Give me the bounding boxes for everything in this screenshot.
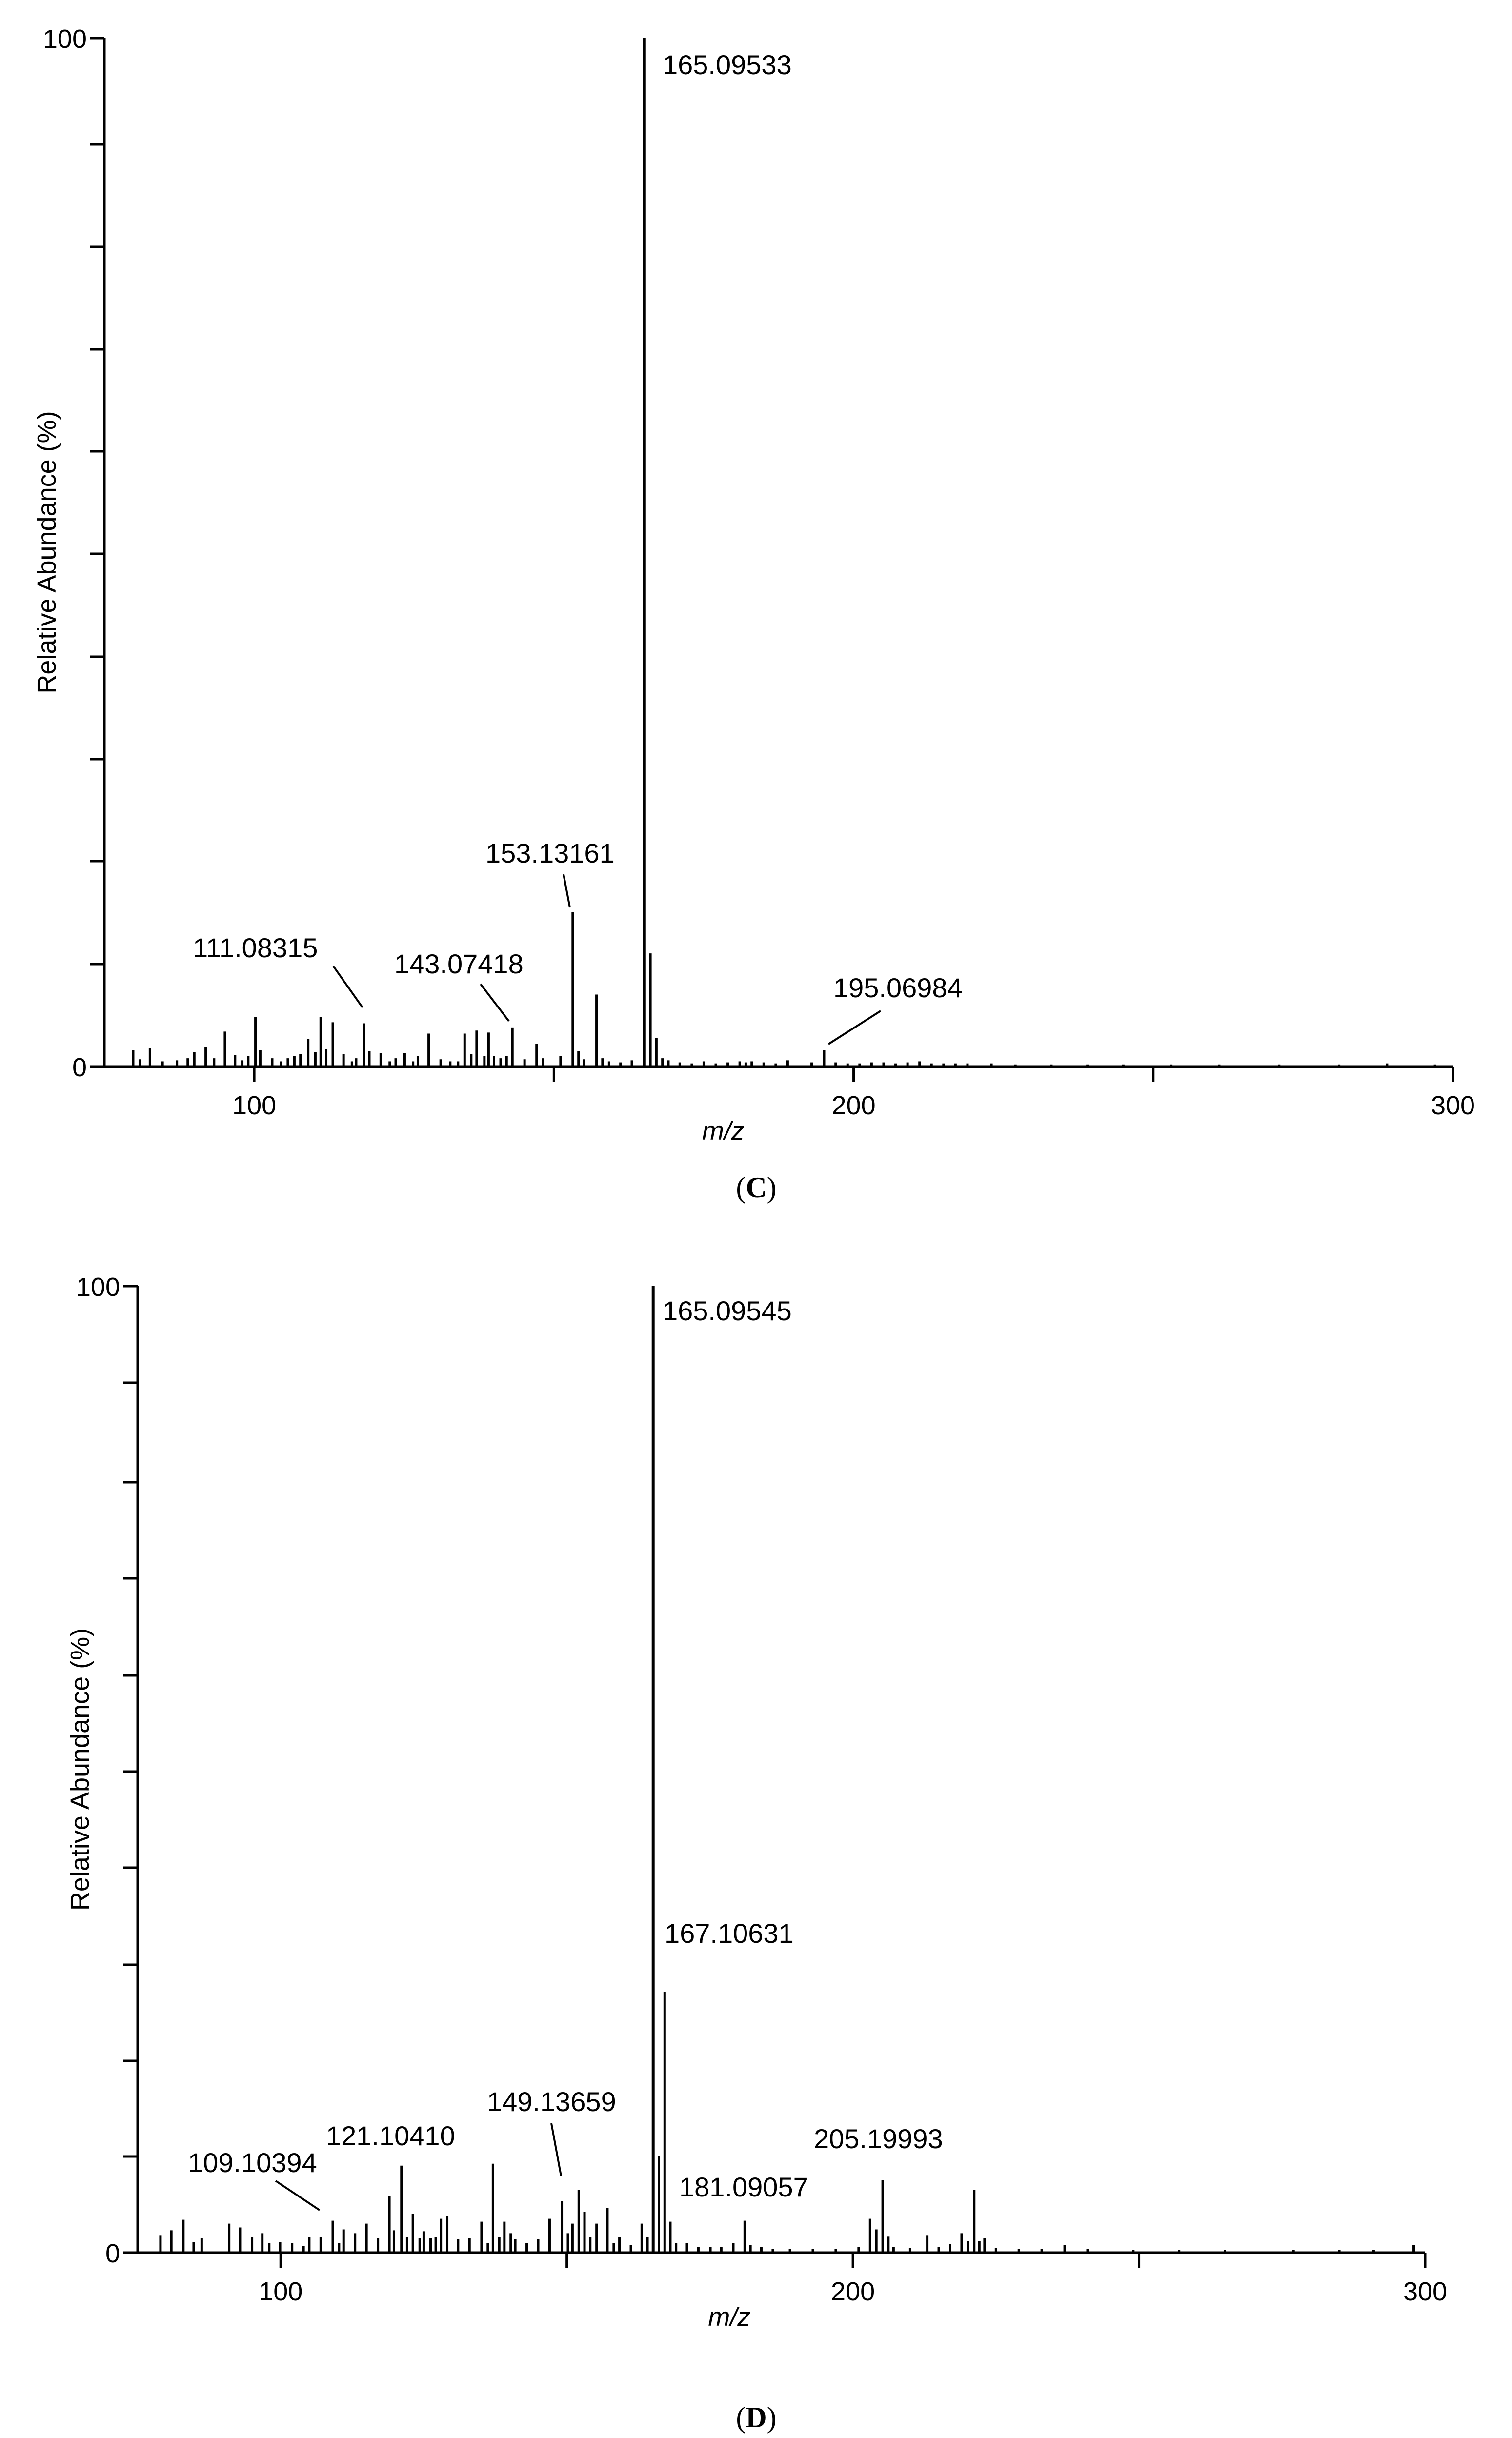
panel-c-x-axis-title: m/z <box>702 1116 745 1146</box>
panel-d-peak-label: 205.19993 <box>814 2123 943 2154</box>
panel-c-peak-label: 111.08315 <box>193 932 318 963</box>
panel-d-peak-label: 181.09057 <box>679 2172 808 2202</box>
panel-d-peak-label: 109.10394 <box>188 2147 317 2178</box>
panel-d-caption-letter: D <box>746 2401 766 2434</box>
panel-c-peak-label: 143.07418 <box>394 948 524 979</box>
panel-d: 100 200 300 0 100 m/z Relative Abundance (%) 16… <box>65 1272 1447 2434</box>
panel-d-peak-label: 165.09545 <box>663 1295 792 1326</box>
panel-d-x-tick-label: 200 <box>831 2277 875 2306</box>
panel-d-peak-label: 149.13659 <box>487 2086 616 2117</box>
panel-d-peak-label: 167.10631 <box>665 1918 794 1949</box>
panel-c-leader-line <box>563 874 571 908</box>
panel-d-y-tick-label: 100 <box>76 1272 120 1302</box>
panel-c-y-axis-title: Relative Abundance (%) <box>32 411 61 693</box>
panel-c-caption-letter: C <box>746 1171 766 1204</box>
panel-c-peak-label: 153.13161 <box>485 838 615 868</box>
panel-c-x-tick-label: 300 <box>1431 1091 1475 1120</box>
panel-c: 100 200 300 0 100 m/z Relative Abundance (%) 16… <box>32 24 1475 1204</box>
panel-c-caption-close: ) <box>767 1171 777 1204</box>
panel-c-caption: (C) <box>736 1171 776 1204</box>
panel-d-y-axis-title: Relative Abundance (%) <box>65 1628 95 1911</box>
panel-c-y-tick-label: 100 <box>43 24 87 54</box>
panel-c-x-tick-label: 200 <box>832 1091 876 1120</box>
panel-d-caption-close: ) <box>767 2401 777 2434</box>
panel-d-leader-line <box>275 2180 321 2211</box>
panel-d-caption-open: ( <box>736 2401 746 2434</box>
panel-d-y-tick-label: 0 <box>105 2239 120 2268</box>
panel-d-caption: (D) <box>736 2401 776 2434</box>
panel-c-x-tick-label: 100 <box>232 1091 276 1120</box>
panel-c-y-tick-label: 0 <box>72 1053 87 1082</box>
panel-d-leader-line <box>550 2123 562 2176</box>
panel-c-leader-line <box>480 983 510 1022</box>
panel-c-peak-label: 165.09533 <box>663 49 792 80</box>
panel-c-leader-line <box>332 965 363 1008</box>
panel-d-x-axis-title: m/z <box>708 2302 750 2332</box>
panel-d-peak-label: 121.10410 <box>326 2120 455 2151</box>
panel-d-x-tick-label: 300 <box>1403 2277 1447 2306</box>
panel-d-x-tick-label: 100 <box>259 2277 302 2306</box>
panel-c-caption-open: ( <box>736 1171 746 1204</box>
panel-c-leader-line <box>827 1010 882 1045</box>
panel-c-peak-label: 195.06984 <box>833 972 963 1003</box>
